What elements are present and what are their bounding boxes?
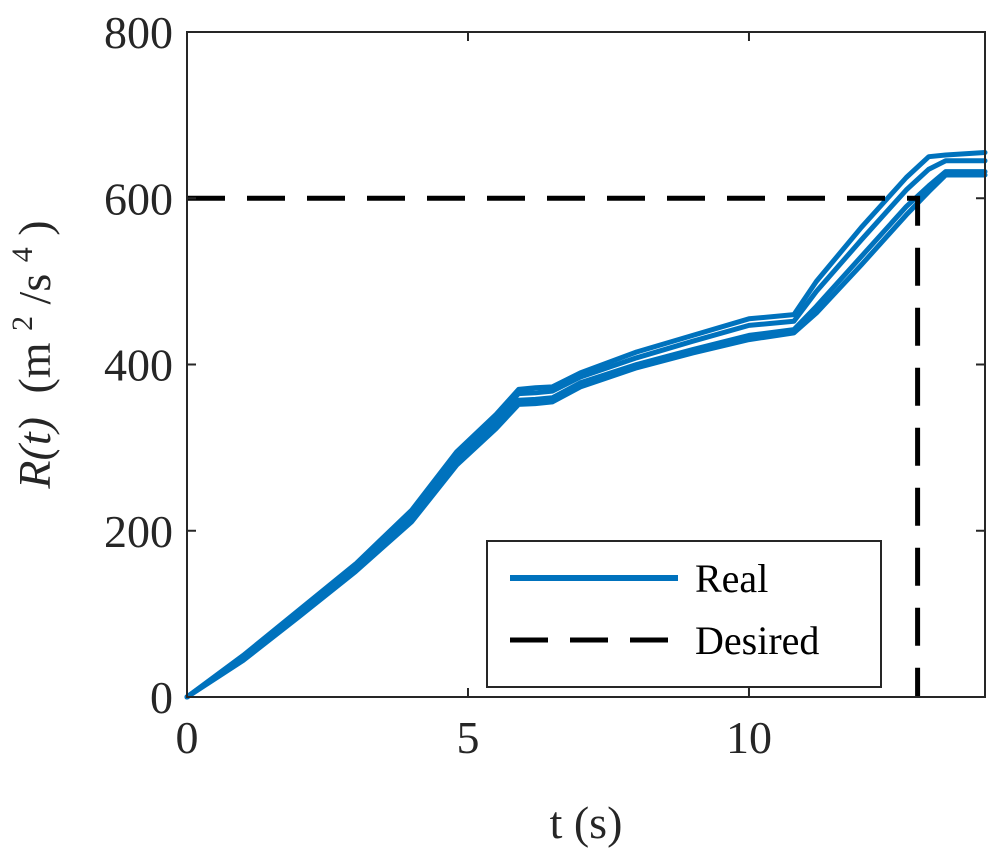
y-axis-title-unit-close: ) bbox=[9, 220, 60, 235]
x-tick-label: 10 bbox=[726, 712, 772, 763]
legend-label-real: Real bbox=[695, 556, 768, 601]
y-tick-label: 400 bbox=[104, 340, 173, 391]
y-axis-title-unit-exp1: 2 bbox=[6, 316, 39, 331]
y-axis-title-unit-exp2: 4 bbox=[6, 247, 39, 262]
legend-label-desired: Desired bbox=[695, 618, 819, 663]
x-axis-title: t (s) bbox=[550, 797, 623, 848]
y-axis-title-unit-mid: /s bbox=[9, 274, 60, 305]
y-tick-label: 200 bbox=[104, 506, 173, 557]
y-tick-label: 0 bbox=[150, 672, 173, 723]
series-layer bbox=[184, 150, 988, 700]
x-tick-label: 0 bbox=[176, 712, 199, 763]
x-tick-label: 5 bbox=[456, 712, 479, 763]
y-axis-title-main: R(t) bbox=[9, 417, 60, 490]
y-tick-label: 600 bbox=[104, 173, 173, 224]
y-axis-title: R(t) (m 2 /s 4 ) bbox=[0, 220, 60, 489]
series-real-run-4 bbox=[184, 172, 988, 700]
y-axis-title-unit-open: (m bbox=[9, 342, 60, 393]
series-desired bbox=[187, 195, 921, 697]
ticks-layer: 0 5 10 0 200 400 600 800 bbox=[104, 7, 985, 763]
y-tick-label: 800 bbox=[104, 7, 173, 58]
legend: Real Desired bbox=[486, 540, 882, 688]
legend-box bbox=[486, 540, 882, 688]
